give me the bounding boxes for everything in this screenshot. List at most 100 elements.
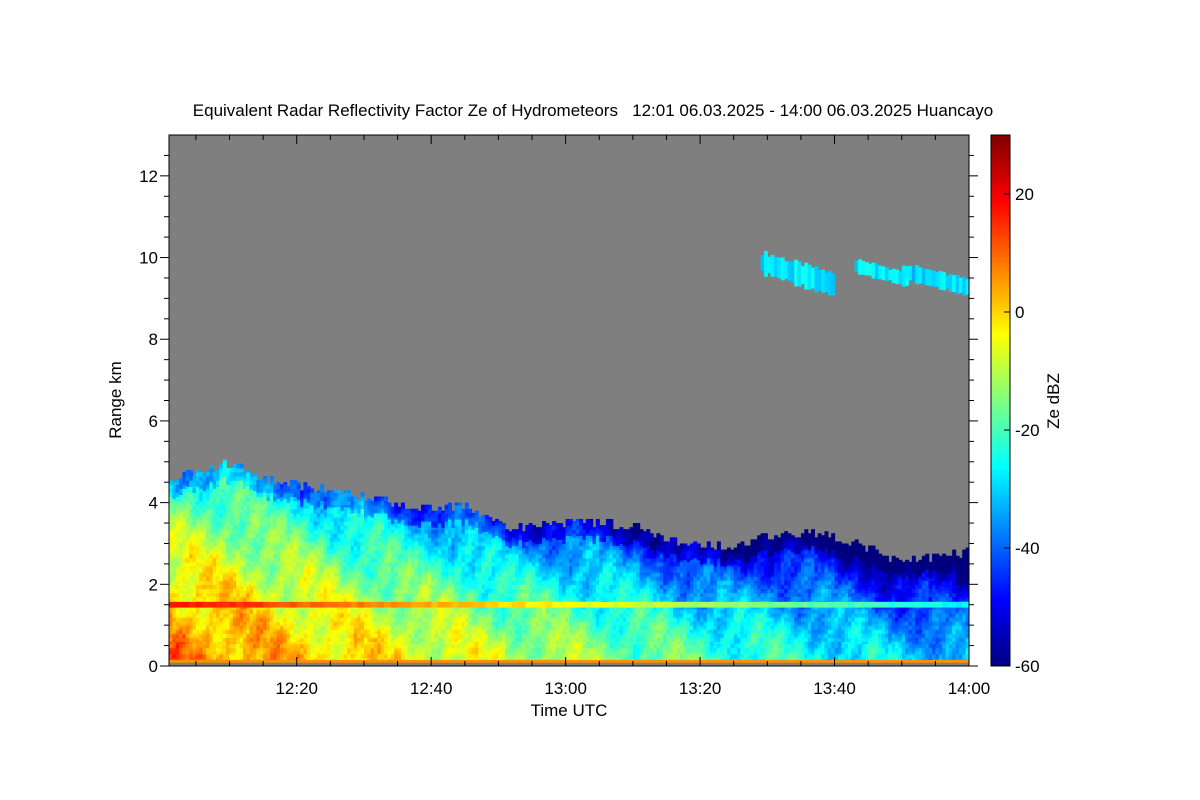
- reflectivity-cell: [326, 541, 331, 545]
- reflectivity-cell: [316, 565, 321, 569]
- reflectivity-cell: [205, 488, 210, 491]
- reflectivity-cell: [242, 514, 247, 518]
- reflectivity-cell: [216, 471, 221, 475]
- reflectivity-cell: [256, 621, 261, 624]
- reflectivity-cell: [263, 518, 268, 522]
- reflectivity-cell: [350, 523, 355, 526]
- reflectivity-cell: [192, 496, 197, 500]
- reflectivity-cell: [303, 586, 308, 589]
- reflectivity-cell: [323, 510, 328, 514]
- reflectivity-cell: [236, 565, 241, 569]
- reflectivity-cell: [293, 565, 298, 569]
- reflectivity-cell: [226, 633, 231, 636]
- reflectivity-cell: [219, 508, 224, 512]
- reflectivity-cell: [182, 512, 187, 516]
- reflectivity-cell: [283, 492, 288, 496]
- reflectivity-cell: [276, 545, 281, 549]
- reflectivity-cell: [310, 608, 315, 612]
- reflectivity-cell: [229, 535, 234, 538]
- reflectivity-cell: [340, 529, 345, 532]
- reflectivity-cell: [239, 578, 244, 581]
- reflectivity-cell: [337, 500, 342, 504]
- reflectivity-cell: [320, 586, 325, 589]
- reflectivity-cell: [195, 596, 200, 600]
- reflectivity-cell: [256, 572, 261, 575]
- reflectivity-cell: [172, 508, 177, 512]
- reflectivity-cell: [276, 504, 281, 508]
- reflectivity-cell: [273, 616, 278, 620]
- reflectivity-cell: [310, 506, 315, 510]
- reflectivity-cell: [179, 514, 184, 518]
- reflectivity-cell: [259, 598, 264, 602]
- reflectivity-cell: [185, 482, 190, 485]
- reflectivity-cell: [236, 535, 241, 538]
- reflectivity-cell: [293, 480, 298, 483]
- reflectivity-cell: [222, 592, 227, 596]
- reflectivity-cell: [226, 647, 231, 651]
- reflectivity-cell: [192, 647, 197, 651]
- reflectivity-cell: [313, 588, 318, 592]
- reflectivity-cell: [306, 590, 311, 594]
- reflectivity-cell: [279, 655, 284, 659]
- reflectivity-cell: [209, 541, 214, 545]
- reflectivity-cell: [242, 592, 247, 596]
- reflectivity-cell: [185, 474, 190, 477]
- reflectivity-cell: [256, 533, 261, 536]
- reflectivity-cell: [189, 647, 194, 651]
- reflectivity-cell: [353, 578, 358, 581]
- reflectivity-cell: [273, 537, 278, 540]
- reflectivity-cell: [219, 474, 224, 477]
- reflectivity-cell: [239, 565, 244, 569]
- reflectivity-cell: [337, 490, 342, 493]
- reflectivity-cell: [239, 633, 244, 636]
- reflectivity-cell: [326, 516, 331, 520]
- reflectivity-cell: [313, 627, 318, 630]
- reflectivity-cell: [266, 631, 271, 634]
- reflectivity-cell: [242, 549, 247, 553]
- reflectivity-cell: [192, 543, 197, 547]
- reflectivity-cell: [253, 635, 257, 639]
- reflectivity-cell: [266, 512, 271, 516]
- reflectivity-cell: [246, 553, 251, 557]
- reflectivity-cell: [350, 653, 355, 657]
- reflectivity-cell: [340, 563, 345, 567]
- reflectivity-cell: [172, 488, 177, 491]
- reflectivity-cell: [216, 657, 221, 661]
- reflectivity-cell: [330, 521, 335, 524]
- reflectivity-cell: [310, 531, 315, 534]
- reflectivity-cell: [195, 549, 200, 553]
- reflectivity-cell: [185, 610, 190, 614]
- reflectivity-cell: [216, 610, 221, 614]
- reflectivity-cell: [212, 598, 217, 602]
- reflectivity-cell: [296, 482, 301, 485]
- reflectivity-cell: [205, 637, 210, 641]
- reflectivity-cell: [212, 586, 217, 589]
- reflectivity-cell: [333, 639, 338, 643]
- reflectivity-cell: [236, 657, 241, 661]
- reflectivity-cell: [209, 506, 214, 510]
- reflectivity-cell: [249, 478, 254, 481]
- reflectivity-cell: [239, 547, 244, 551]
- reflectivity-cell: [293, 523, 298, 526]
- reflectivity-cell: [303, 629, 308, 632]
- reflectivity-cell: [286, 541, 291, 545]
- reflectivity-cell: [326, 508, 331, 512]
- reflectivity-cell: [256, 518, 261, 522]
- reflectivity-cell: [182, 535, 187, 538]
- reflectivity-cell: [216, 627, 221, 630]
- reflectivity-cell: [216, 514, 221, 518]
- reflectivity-cell: [189, 482, 194, 485]
- reflectivity-cell: [239, 516, 244, 520]
- reflectivity-cell: [340, 623, 345, 626]
- reflectivity-cell: [343, 502, 348, 506]
- reflectivity-cell: [303, 500, 308, 504]
- reflectivity-cell: [189, 651, 194, 655]
- reflectivity-cell: [232, 578, 237, 581]
- reflectivity-cell: [337, 643, 342, 647]
- reflectivity-cell: [353, 623, 358, 626]
- reflectivity-cell: [256, 570, 261, 573]
- reflectivity-cell: [263, 649, 268, 653]
- reflectivity-cell: [239, 506, 244, 510]
- reflectivity-cell: [310, 623, 315, 626]
- reflectivity-cell: [219, 596, 224, 600]
